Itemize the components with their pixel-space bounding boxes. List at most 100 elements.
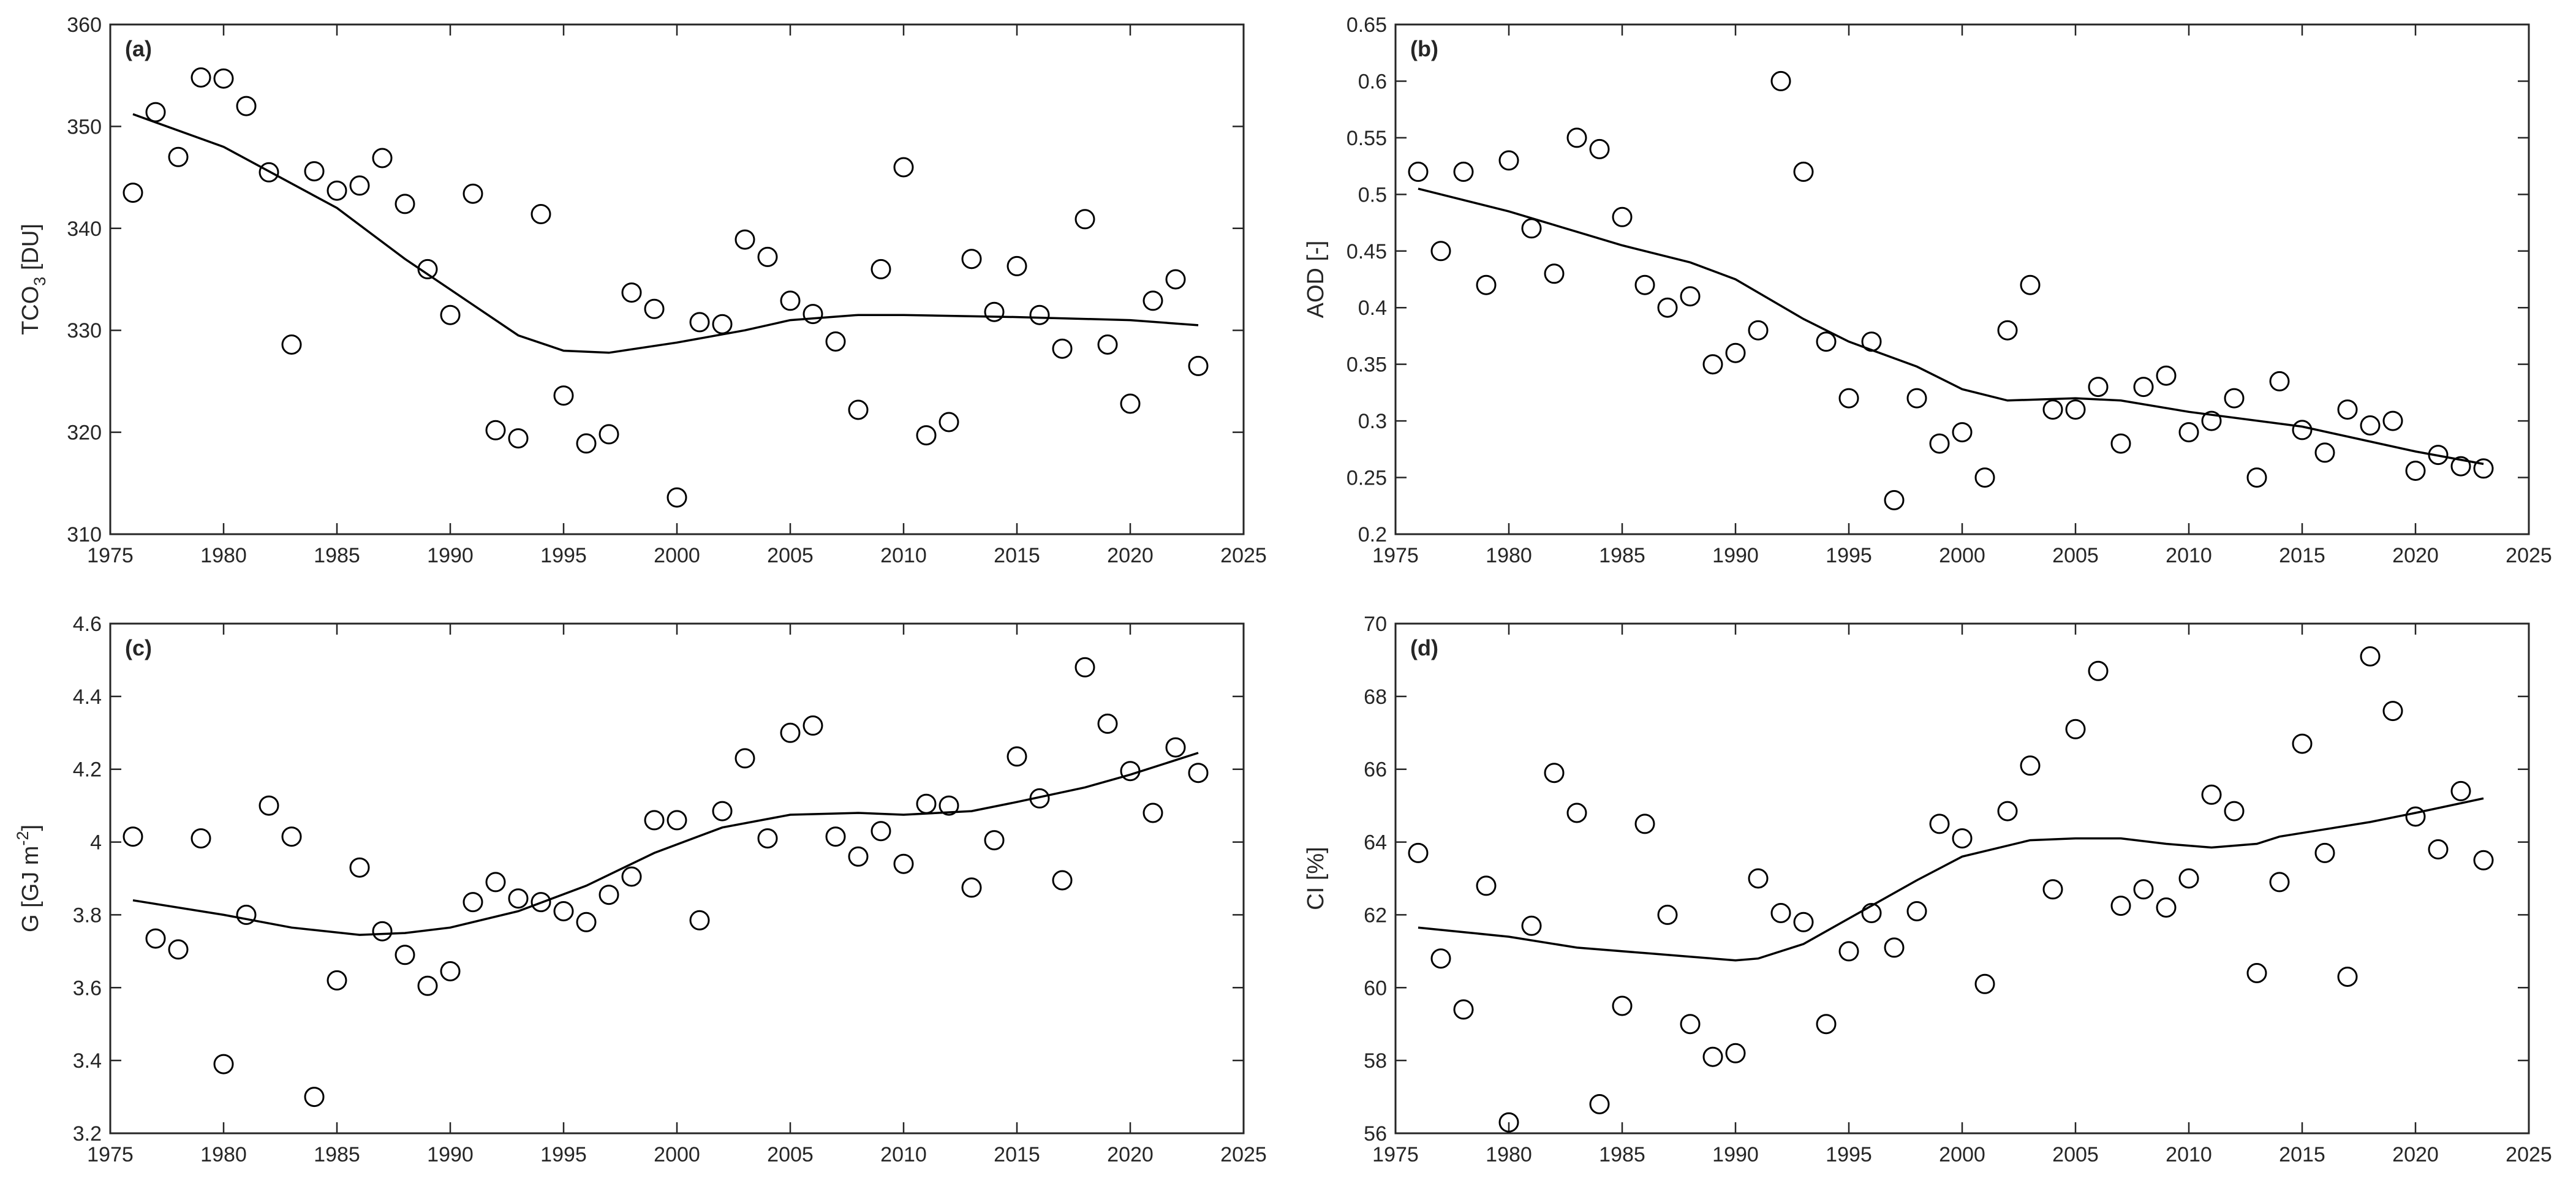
- data-point: [848, 399, 869, 420]
- data-point: [757, 828, 778, 849]
- trend-line: [1418, 187, 2484, 466]
- chart-panel: 1975 1980 1985 1990 1995 2000 2005 2010 2015 2020…: [1303, 613, 2552, 1166]
- chart-panel: 1975 1980 1985 1990 1995 2000 2005 2010 2015 2020…: [1303, 13, 2552, 567]
- x-tick-label: 2000: [1939, 544, 1985, 567]
- data-point: [2269, 371, 2290, 391]
- data-point: [871, 259, 891, 279]
- data-point: [2088, 660, 2109, 681]
- data-point: [1007, 746, 1027, 767]
- data-point: [576, 912, 597, 932]
- data-point: [395, 945, 415, 965]
- data-point: [2156, 365, 2177, 386]
- data-point: [1408, 161, 1429, 182]
- data-point: [1634, 274, 1655, 295]
- data-point: [2473, 850, 2494, 870]
- data-point: [689, 910, 710, 931]
- data-point: [395, 194, 415, 214]
- x-tick-label: 1975: [1372, 544, 1419, 567]
- data-point: [984, 830, 1005, 851]
- data-point: [1838, 941, 1859, 962]
- data-point: [2246, 963, 2267, 983]
- data-point: [236, 96, 257, 116]
- data-point: [848, 846, 869, 867]
- data-point: [1430, 948, 1451, 969]
- panel-tag: (a): [125, 36, 152, 61]
- x-tick-label: 1985: [1599, 544, 1645, 567]
- x-tick-label: 1990: [1712, 1143, 1759, 1166]
- trend-line: [132, 113, 1199, 354]
- x-tick-label: 1995: [540, 544, 587, 567]
- data-point: [2473, 458, 2494, 479]
- data-point: [372, 148, 393, 168]
- data-point: [213, 1054, 234, 1074]
- data-point: [2065, 399, 2086, 420]
- x-tick-label: 2010: [880, 1143, 927, 1166]
- data-point: [1589, 138, 1610, 159]
- data-point: [1165, 737, 1186, 758]
- data-point: [2020, 274, 2041, 295]
- data-point: [1680, 286, 1701, 307]
- data-point: [780, 722, 801, 743]
- y-tick-label: 3.2: [73, 1122, 102, 1146]
- data-point: [893, 157, 914, 178]
- x-tick-label: 2025: [1220, 544, 1267, 567]
- y-tick-label: 320: [67, 421, 102, 445]
- data-point: [2337, 399, 2358, 420]
- data-point: [1770, 70, 1791, 91]
- y-tick-label: 3.6: [73, 976, 102, 1000]
- data-point: [2382, 701, 2403, 722]
- y-axis-label: CI [%]: [1303, 847, 1329, 910]
- data-point: [2292, 733, 2313, 754]
- y-tick-label: 0.2: [1358, 523, 1387, 546]
- data-point: [893, 853, 914, 874]
- data-point: [1816, 331, 1837, 352]
- data-point: [2201, 784, 2222, 805]
- trend-line: [132, 752, 1199, 936]
- data-point: [2133, 377, 2154, 398]
- data-point: [1680, 1014, 1701, 1035]
- data-point: [191, 67, 211, 88]
- data-point: [803, 715, 823, 736]
- data-point: [644, 810, 665, 831]
- data-point: [2178, 422, 2199, 443]
- data-point: [1188, 355, 1209, 376]
- data-point: [939, 412, 959, 432]
- data-point: [712, 314, 733, 334]
- x-tick-label: 1985: [314, 1143, 360, 1166]
- data-point: [123, 826, 143, 847]
- data-point: [463, 183, 483, 204]
- data-point: [508, 888, 529, 909]
- data-point: [1952, 828, 1973, 849]
- data-point: [916, 793, 937, 814]
- data-point: [735, 229, 755, 250]
- data-point: [961, 249, 982, 270]
- x-tick-label: 1980: [1486, 544, 1532, 567]
- y-tick-label: 58: [1364, 1049, 1387, 1073]
- data-point: [1589, 1094, 1610, 1114]
- data-point: [2224, 801, 2245, 821]
- data-point: [1929, 814, 1950, 834]
- data-point: [984, 301, 1005, 322]
- data-point: [1453, 161, 1474, 182]
- y-tick-label: 340: [67, 217, 102, 241]
- data-point: [1748, 320, 1769, 341]
- y-tick-label: 56: [1364, 1122, 1387, 1146]
- x-tick-label: 1975: [87, 544, 134, 567]
- data-point: [2269, 872, 2290, 893]
- data-point: [349, 857, 370, 878]
- data-point: [1052, 338, 1073, 359]
- x-tick-label: 2025: [1220, 1143, 1267, 1166]
- data-point: [1165, 269, 1186, 290]
- data-point: [576, 433, 597, 454]
- data-point: [417, 259, 438, 279]
- data-point: [1974, 973, 1995, 994]
- data-point: [2178, 868, 2199, 889]
- data-point: [1188, 763, 1209, 783]
- data-point: [2110, 896, 2131, 916]
- data-point: [1097, 334, 1118, 355]
- data-point: [916, 425, 937, 446]
- x-tick-label: 2025: [2506, 1143, 2552, 1166]
- data-point: [145, 928, 166, 949]
- data-point: [259, 162, 279, 183]
- data-point: [689, 312, 710, 333]
